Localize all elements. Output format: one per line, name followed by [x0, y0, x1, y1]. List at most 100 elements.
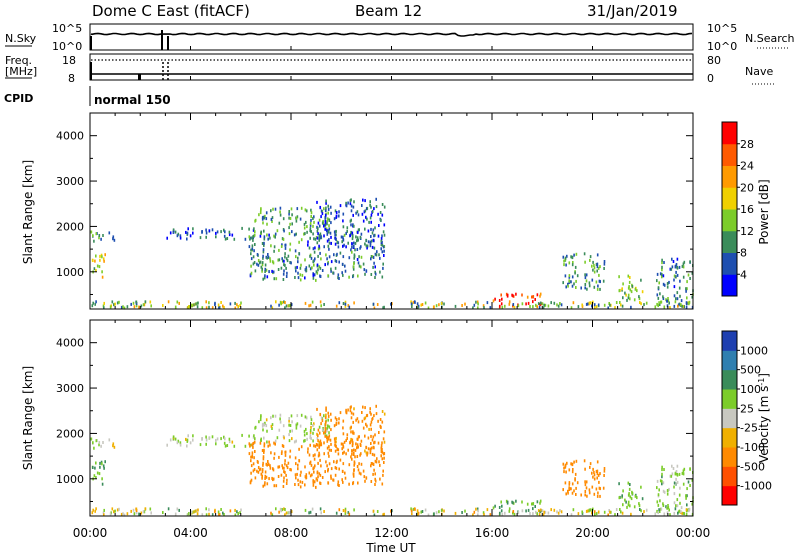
scatter-cell — [263, 241, 265, 245]
scatter-cell — [347, 408, 349, 412]
scatter-cell — [557, 304, 560, 308]
scatter-cell — [327, 437, 330, 441]
scatter-cell — [294, 249, 297, 253]
scatter-cell — [631, 284, 634, 288]
scatter-cell — [374, 433, 376, 437]
colorbar-swatch — [722, 165, 737, 188]
scatter-cell — [643, 303, 645, 307]
scatter-cell — [498, 506, 501, 509]
scatter-cell — [621, 304, 624, 308]
scatter-cell — [239, 304, 241, 307]
scatter-cell — [382, 245, 385, 249]
scatter-cell — [265, 255, 268, 259]
scatter-cell — [338, 467, 340, 471]
scatter-cell — [374, 479, 377, 483]
scatter-cell — [261, 261, 264, 265]
scatter-cell — [504, 304, 506, 308]
scatter-cell — [571, 275, 574, 279]
scatter-cell — [172, 435, 175, 439]
scatter-cell — [312, 276, 315, 280]
scatter-cell — [283, 300, 285, 304]
scatter-cell — [342, 442, 344, 446]
scatter-cell — [588, 301, 591, 305]
scatter-cell — [324, 434, 326, 438]
scatter-cell — [215, 235, 217, 239]
scatter-cell — [370, 434, 372, 438]
scatter-cell — [357, 481, 359, 485]
scatter-cell — [373, 306, 376, 310]
scatter-cell — [581, 510, 583, 514]
scatter-cell — [350, 437, 352, 441]
scatter-cell — [258, 420, 260, 424]
scatter-cell — [313, 237, 315, 241]
scatter-cell — [283, 507, 285, 511]
scatter-cell — [312, 224, 314, 228]
scatter-cell — [320, 441, 322, 445]
scatter-cell — [316, 448, 319, 452]
scatter-cell — [573, 282, 575, 286]
scatter-cell — [281, 237, 284, 241]
scatter-cell — [187, 227, 189, 231]
scatter-cell — [285, 304, 288, 308]
scatter-cell — [305, 269, 308, 272]
scatter-cell — [289, 248, 291, 252]
scatter-cell — [380, 247, 382, 251]
scatter-cell — [417, 306, 419, 310]
scatter-cell — [264, 470, 267, 474]
scatter-cell — [359, 442, 362, 446]
scatter-cell — [347, 201, 349, 205]
scatter-cell — [253, 249, 255, 253]
scatter-cell — [568, 261, 571, 265]
scatter-cell — [443, 509, 445, 513]
scatter-cell — [266, 440, 268, 444]
scatter-cell — [272, 270, 275, 274]
scatter-cell — [335, 211, 338, 214]
scatter-cell — [345, 452, 347, 456]
scatter-cell — [368, 220, 370, 224]
scatter-cell — [596, 265, 599, 269]
scatter-cell — [329, 231, 332, 235]
x-tick-label: 00:00 — [676, 526, 711, 540]
scatter-cell — [328, 454, 330, 458]
scatter-cell — [126, 305, 129, 309]
scatter-cell — [542, 513, 545, 517]
scatter-cell — [269, 466, 272, 470]
scatter-cell — [249, 444, 251, 448]
scatter-cell — [270, 451, 272, 455]
scatter-cell — [299, 273, 302, 277]
scatter-cell — [266, 222, 268, 226]
scatter-cell — [284, 301, 286, 304]
scatter-cell — [622, 489, 624, 493]
scatter-cell — [103, 466, 105, 470]
scatter-cell — [668, 508, 670, 512]
scatter-cell — [132, 301, 135, 305]
scatter-cell — [618, 275, 620, 279]
scatter-cell — [357, 437, 359, 441]
scatter-cell — [250, 264, 252, 268]
scatter-cell — [297, 271, 299, 275]
scatter-cell — [249, 480, 252, 484]
scatter-cell — [283, 466, 285, 470]
scatter-cell — [365, 445, 367, 449]
scatter-cell — [300, 470, 302, 474]
scatter-cell — [226, 444, 229, 447]
scatter-cell — [300, 238, 303, 242]
scatter-cell — [572, 508, 575, 512]
scatter-cell — [301, 273, 304, 277]
scatter-cell — [324, 427, 327, 431]
scatter-cell — [295, 423, 298, 427]
scatter-cell — [527, 508, 530, 512]
scatter-cell — [268, 477, 270, 481]
scatter-cell — [304, 301, 307, 305]
scatter-cell — [335, 466, 338, 470]
scatter-cell — [309, 236, 311, 240]
scatter-cell — [262, 221, 264, 225]
scatter-cell — [319, 412, 321, 416]
scatter-cell — [381, 234, 383, 238]
scatter-cell — [196, 512, 199, 516]
scatter-cell — [114, 302, 116, 306]
scatter-cell — [568, 274, 571, 278]
scatter-cell — [185, 437, 187, 441]
scatter-cell — [342, 480, 344, 484]
scatter-cell — [265, 211, 268, 215]
